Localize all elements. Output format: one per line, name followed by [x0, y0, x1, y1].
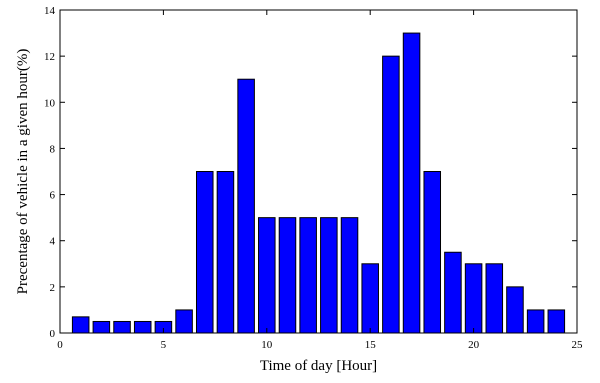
y-tick-label: 0 — [50, 328, 56, 340]
y-tick-label: 10 — [44, 97, 56, 109]
y-tick-label: 6 — [50, 190, 56, 202]
y-tick-label: 12 — [44, 51, 55, 63]
x-axis-ticks: 0 5 10 15 20 25 — [57, 10, 583, 351]
y-tick-label: 2 — [50, 282, 56, 294]
bar-hour-16 — [382, 55, 400, 334]
bar-hour-8 — [216, 171, 235, 334]
y-tick-label: 14 — [44, 5, 56, 17]
bar-hour-3 — [113, 320, 131, 334]
bar-hour-4 — [133, 320, 152, 334]
bar-hour-2 — [92, 320, 111, 334]
plot-area-frame — [59, 9, 578, 334]
bar-hour-18 — [423, 171, 442, 334]
bar-hour-10 — [258, 217, 276, 334]
bar-hour-7 — [195, 171, 214, 334]
x-tick-label: 10 — [261, 339, 273, 351]
bar-hour-19 — [444, 251, 462, 334]
bar-hour-13 — [320, 217, 338, 334]
bar-hour-12 — [299, 217, 317, 334]
bar-hour-24 — [547, 309, 566, 334]
x-tick-label: 0 — [57, 339, 63, 351]
y-axis-label: Precentage of vehicle in a given hour(%) — [15, 49, 31, 295]
x-tick-label: 15 — [365, 339, 377, 351]
y-tick-label: 4 — [50, 236, 56, 248]
x-tick-label: 25 — [572, 339, 584, 351]
bar-hour-20 — [464, 263, 483, 334]
bar-hour-14 — [340, 217, 359, 334]
y-tick-label: 8 — [50, 143, 56, 155]
bar-hour-9 — [237, 78, 255, 334]
x-axis-label: Time of day [Hour] — [260, 358, 377, 374]
x-tick-label: 20 — [468, 339, 480, 351]
bar-hour-1 — [71, 316, 90, 334]
x-tick-label: 5 — [161, 339, 167, 351]
bar-hour-11 — [278, 217, 297, 334]
bar-hour-15 — [361, 263, 379, 334]
y-axis-ticks: 0 2 4 6 8 10 12 14 — [44, 5, 577, 340]
bar-hour-22 — [506, 286, 524, 334]
bar-series — [71, 32, 566, 334]
bar-hour-17 — [402, 32, 421, 334]
bar-hour-23 — [526, 309, 545, 334]
bar-hour-6 — [175, 309, 193, 334]
bar-hour-21 — [485, 263, 504, 334]
